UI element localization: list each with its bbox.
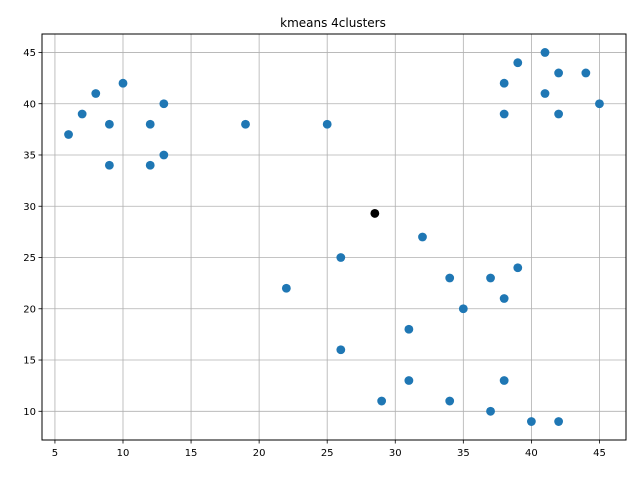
- x-tick-label: 15: [185, 448, 198, 459]
- data-point: [336, 253, 346, 262]
- data-point: [486, 406, 495, 416]
- data-point: [336, 345, 346, 355]
- axis-ticks: 5 10 15 20 25 30 35 40 45 10 15 20 25 30 35 40 45: [23, 48, 606, 459]
- data-point: [104, 119, 114, 129]
- x-tick-label: 20: [253, 448, 266, 459]
- data-point: [499, 294, 509, 303]
- data-point: [540, 89, 550, 98]
- data-point: [118, 78, 128, 88]
- centroid-point: [370, 209, 380, 218]
- data-point: [241, 119, 250, 129]
- data-point: [281, 283, 291, 293]
- data-point: [486, 273, 495, 283]
- data-point: [418, 232, 427, 242]
- data-point: [159, 150, 169, 160]
- data-point: [554, 417, 564, 426]
- data-point: [499, 78, 509, 88]
- x-tick-label: 30: [389, 448, 402, 459]
- data-point: [64, 130, 73, 139]
- x-tick-label: 25: [321, 448, 334, 459]
- y-tick-label: 45: [23, 48, 36, 59]
- data-point: [159, 99, 169, 109]
- data-point: [77, 109, 87, 119]
- data-point: [499, 109, 509, 119]
- plot-frame: [41, 33, 627, 441]
- data-point: [581, 68, 591, 78]
- chart-title: kmeans 4clusters: [280, 16, 386, 30]
- data-point: [104, 160, 114, 170]
- data-point: [595, 99, 604, 109]
- y-tick-label: 40: [23, 99, 36, 110]
- grid: [42, 34, 626, 440]
- x-tick-label: 45: [593, 448, 606, 459]
- data-point: [91, 89, 101, 98]
- y-tick-label: 15: [23, 356, 36, 367]
- y-tick-label: 35: [23, 151, 36, 162]
- data-point: [445, 396, 455, 406]
- data-point: [404, 376, 414, 385]
- y-tick-label: 10: [23, 407, 36, 418]
- x-tick-label: 10: [117, 448, 130, 459]
- data-point: [554, 109, 564, 119]
- y-tick-label: 20: [23, 304, 36, 315]
- x-tick-label: 35: [457, 448, 470, 459]
- data-point: [145, 160, 155, 170]
- data-point: [458, 304, 468, 314]
- x-tick-label: 40: [525, 448, 538, 459]
- data-point: [526, 417, 536, 426]
- data-point: [445, 273, 455, 283]
- data-point: [499, 376, 509, 385]
- y-tick-label: 25: [23, 253, 36, 264]
- data-point: [404, 324, 414, 334]
- x-tick-label: 5: [52, 448, 58, 459]
- data-point: [322, 119, 332, 129]
- data-point: [513, 263, 523, 273]
- data-point: [540, 48, 550, 57]
- data-point: [554, 68, 564, 78]
- data-point: [145, 119, 155, 129]
- y-tick-label: 30: [23, 202, 36, 213]
- data-point: [377, 396, 387, 406]
- data-point: [513, 58, 523, 68]
- data-points: [64, 48, 604, 426]
